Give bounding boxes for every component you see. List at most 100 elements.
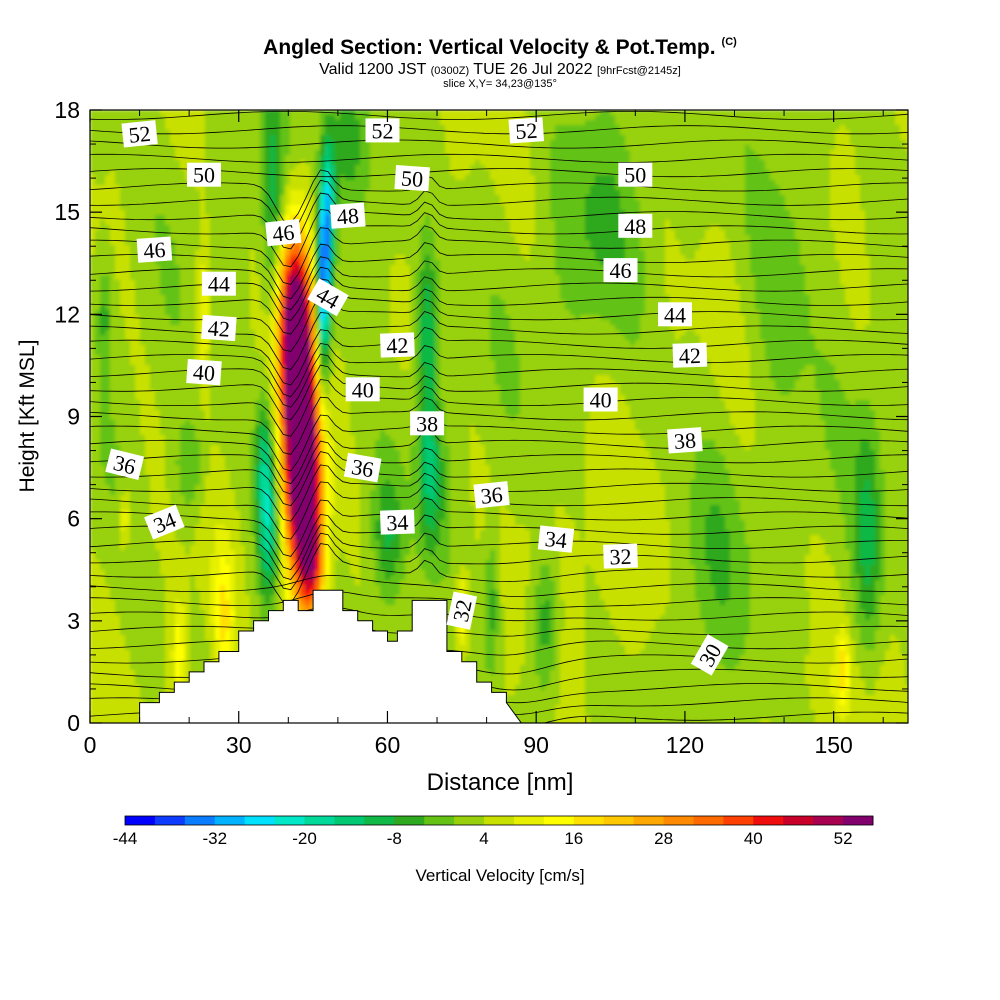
theta-label-bg — [672, 342, 708, 368]
theta-label: 52 — [121, 120, 158, 148]
colorbar-tick-label: 28 — [654, 829, 673, 848]
theta-contour — [90, 411, 908, 472]
theta-label-text: 34 — [544, 526, 568, 553]
theta-label-text: 36 — [350, 454, 376, 482]
theta-contour — [90, 153, 908, 163]
theta-label-bg — [394, 164, 430, 192]
theta-contour — [90, 326, 908, 386]
theta-contour — [90, 125, 908, 135]
theta-label-bg — [473, 481, 510, 509]
colorbar-swatch — [274, 816, 306, 825]
theta-label: 34 — [537, 525, 575, 553]
theta-label: 50 — [187, 162, 221, 188]
theta-label-bg — [618, 213, 653, 238]
colorbar-tick-label: 40 — [744, 829, 763, 848]
theta-contour — [90, 606, 908, 622]
theta-label-text: 40 — [590, 388, 612, 413]
theta-label-bg — [265, 218, 302, 247]
y-tick-label: 0 — [67, 710, 80, 736]
colorbar-swatch — [543, 816, 575, 825]
valid-date: TUE 26 Jul 2022 — [473, 61, 592, 78]
colorbar-tick-label: -32 — [203, 829, 228, 848]
colorbar-label: Vertical Velocity [cm/s] — [415, 866, 584, 885]
theta-label-bg — [144, 504, 185, 540]
x-tick-label: 0 — [84, 732, 97, 758]
theta-label: 42 — [379, 332, 415, 359]
x-axis-label: Distance [nm] — [427, 769, 574, 796]
theta-contour — [90, 497, 908, 557]
theta-contour — [90, 532, 908, 591]
colorbar-swatch — [424, 816, 455, 825]
theta-label: 48 — [618, 213, 653, 239]
valid-utc: (0300Z) — [431, 65, 470, 77]
theta-label-bg — [365, 118, 400, 143]
valid-prefix: Valid 1200 JST — [319, 61, 426, 78]
theta-contour — [90, 524, 908, 580]
colorbar-swatch — [723, 816, 754, 825]
theta-contour — [90, 626, 908, 656]
theta-label: 48 — [330, 202, 366, 229]
colorbar-swatch — [244, 816, 276, 825]
theta-label-text: 52 — [127, 121, 151, 148]
theta-label-text: 50 — [624, 163, 646, 188]
theta-label: 52 — [365, 118, 400, 143]
x-tick-label: 60 — [375, 732, 401, 758]
theta-contour — [90, 169, 908, 224]
colorbar-swatch — [753, 816, 784, 825]
theta-label-text: 36 — [479, 482, 503, 509]
theta-contour — [90, 97, 908, 105]
theta-label: 46 — [603, 258, 638, 283]
theta-label: 40 — [186, 359, 222, 386]
theta-label-bg — [379, 332, 415, 358]
colorbar-swatch — [154, 816, 186, 825]
theta-label-text: 42 — [386, 333, 409, 359]
theta-contour — [90, 342, 908, 398]
colorbar-tick-label: -8 — [387, 829, 402, 848]
theta-contour — [90, 225, 908, 285]
theta-label-bg — [201, 271, 236, 296]
theta-contour — [90, 168, 908, 178]
theta-label-text: 32 — [448, 597, 477, 624]
colorbar-swatch — [843, 816, 874, 825]
theta-label-bg — [343, 452, 382, 483]
y-tick-label: 6 — [67, 506, 80, 532]
theta-contour — [90, 353, 908, 408]
x-tick-label: 150 — [814, 732, 852, 758]
theta-contour — [90, 574, 908, 597]
forecast-info: [9hrFcst@2145z] — [597, 65, 681, 77]
theta-label-text: 46 — [271, 220, 295, 247]
theta-label: 44 — [201, 271, 236, 297]
theta-label: 46 — [265, 218, 302, 247]
theta-label-text: 38 — [416, 411, 438, 436]
theta-contour — [90, 440, 908, 495]
theta-contour — [90, 364, 908, 421]
x-tick-label: 90 — [523, 732, 549, 758]
y-tick-label: 15 — [54, 199, 80, 225]
theta-contour — [90, 379, 908, 437]
theta-label-bg — [603, 258, 638, 283]
theta-label: 46 — [136, 236, 173, 263]
theta-label-text: 50 — [193, 163, 215, 188]
theta-label: 36 — [343, 452, 382, 483]
colorbar-swatch — [513, 816, 545, 825]
theta-contour — [90, 179, 908, 235]
theta-label-bg — [136, 236, 173, 263]
colorbar-tick-label: -20 — [292, 829, 317, 848]
theta-label-text: 52 — [514, 118, 538, 144]
theta-label: 50 — [394, 164, 430, 192]
theta-contour — [90, 192, 908, 250]
theta-label-text: 52 — [372, 118, 394, 143]
theta-label-text: 32 — [609, 544, 632, 570]
colorbar-swatch — [783, 816, 814, 825]
theta-label-bg — [105, 448, 145, 480]
colorbar-tick-label: -44 — [113, 829, 138, 848]
theta-label-bg — [583, 387, 618, 412]
theta-label-bg — [537, 525, 575, 553]
theta-label-bg — [410, 411, 445, 436]
theta-label: 40 — [345, 377, 380, 402]
theta-label: 38 — [667, 427, 703, 454]
terrain — [139, 589, 523, 724]
theta-contour — [90, 139, 908, 149]
theta-label-text: 50 — [400, 165, 424, 191]
